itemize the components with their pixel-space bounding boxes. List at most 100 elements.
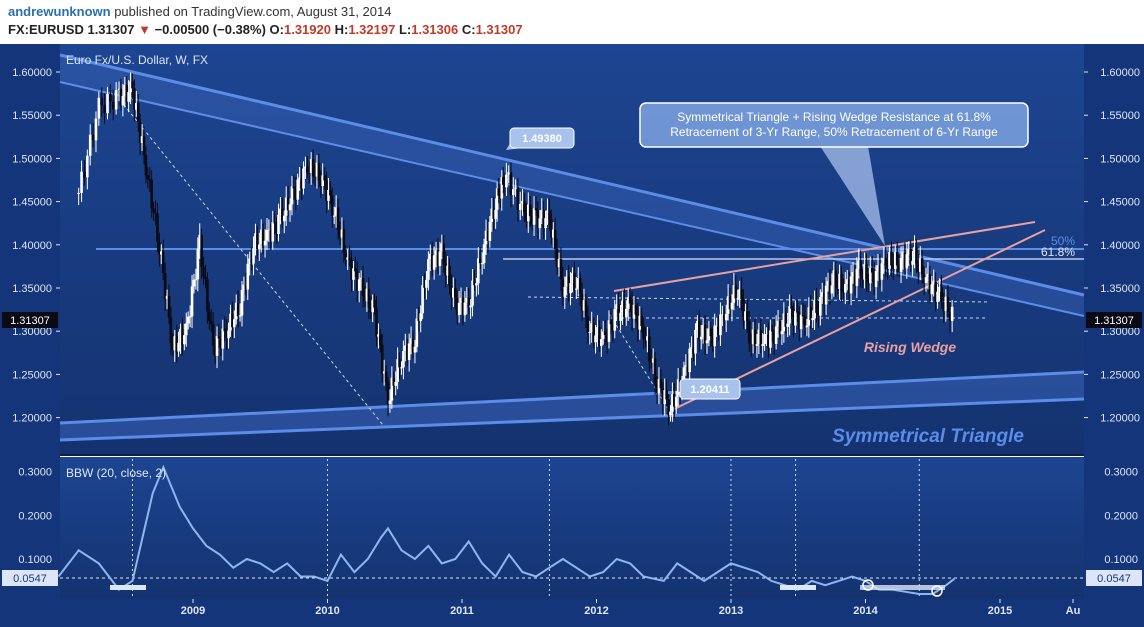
- candle-body: [438, 251, 442, 267]
- candle-body: [234, 302, 238, 320]
- price-tick-label-left: 1.30000: [12, 326, 52, 338]
- candle-body: [152, 208, 155, 213]
- triangle-lower-line[interactable]: [59, 370, 1085, 425]
- bbw-value-right: 0.0547: [1097, 573, 1131, 585]
- candle-body: [179, 328, 182, 343]
- candle-body: [144, 155, 148, 176]
- candle-body: [150, 179, 153, 209]
- candle-body: [838, 273, 841, 289]
- high-label: H:: [334, 22, 349, 37]
- candle-body: [338, 230, 342, 238]
- candle-body: [350, 260, 353, 280]
- candle-body: [269, 229, 273, 242]
- candle-body: [674, 396, 678, 407]
- candle-body: [359, 277, 363, 280]
- triangle-upper-line-2[interactable]: [59, 81, 1085, 317]
- candle-body: [284, 197, 288, 216]
- candle-body: [732, 285, 736, 303]
- candle-body: [402, 351, 405, 368]
- candle-body: [630, 303, 634, 319]
- down-arrow-icon: ▼: [138, 22, 151, 37]
- candle-body: [626, 297, 630, 309]
- candle-body: [870, 267, 874, 273]
- candle-body: [525, 212, 528, 222]
- candle-body: [769, 330, 772, 348]
- candle-body: [628, 297, 632, 304]
- candle-body: [544, 218, 547, 229]
- candle-body: [719, 314, 722, 336]
- candle-body: [565, 276, 569, 287]
- price-tick-label-right: 1.20000: [1100, 413, 1140, 425]
- candle-body: [649, 361, 653, 363]
- candle-body: [463, 302, 467, 316]
- author-link[interactable]: andrewunknown: [8, 4, 111, 19]
- candle-body: [859, 260, 862, 276]
- candle-body: [292, 186, 296, 189]
- triangle-lower-line-2[interactable]: [59, 397, 1085, 442]
- candle-body: [206, 279, 209, 312]
- time-tick-label: 2013: [719, 605, 743, 617]
- candle-body: [828, 281, 832, 294]
- candle-body: [192, 279, 196, 287]
- candle-body: [648, 336, 651, 362]
- price-tick-label-left: 1.60000: [12, 67, 52, 79]
- candle-body: [497, 188, 500, 196]
- bbw-tick-label-left: 0.1000: [18, 554, 52, 566]
- candle-body: [473, 280, 476, 286]
- candle-body: [872, 272, 876, 288]
- candle-body: [282, 215, 286, 222]
- triangle-upper-band: [60, 55, 1084, 316]
- candle-body: [753, 329, 757, 346]
- candle-body: [231, 313, 234, 328]
- candle-body: [586, 316, 590, 333]
- candle-body: [419, 313, 422, 321]
- candle-body: [817, 312, 820, 316]
- candle-body: [761, 343, 765, 346]
- wedge-dashed-line-1: [527, 296, 991, 303]
- candle-body: [355, 271, 359, 291]
- candle-body: [845, 279, 849, 285]
- candle-body: [398, 359, 401, 368]
- candle-body: [707, 328, 711, 341]
- candle-body: [505, 174, 508, 188]
- bbw-value-left: 0.0547: [13, 573, 47, 585]
- candle-body: [405, 345, 409, 360]
- candle-body: [388, 400, 392, 405]
- candle-body: [502, 177, 505, 185]
- candle-body: [233, 319, 236, 328]
- candle-body: [492, 208, 496, 219]
- candle-body: [907, 248, 911, 255]
- candle-body: [382, 371, 386, 374]
- candle-body: [480, 263, 484, 265]
- candle-body: [248, 258, 251, 264]
- candle-body: [261, 229, 265, 246]
- candle-body: [434, 250, 438, 256]
- candle-body: [611, 324, 615, 331]
- candle-body: [165, 295, 169, 299]
- candle-body: [290, 186, 294, 205]
- candle-body: [140, 136, 144, 144]
- candle-body: [709, 328, 713, 337]
- candle-body: [526, 204, 530, 222]
- candle-body: [600, 339, 603, 347]
- bbw-tick-label-left: 0.2000: [18, 510, 52, 522]
- candle-body: [123, 85, 127, 96]
- candle-body: [490, 208, 494, 222]
- callout-annotation[interactable]: Symmetrical Triangle + Rising Wedge Resi…: [639, 102, 1029, 246]
- candle-body: [279, 208, 282, 215]
- candle-body: [644, 338, 647, 341]
- wedge-upper-line[interactable]: [613, 221, 1036, 292]
- candle-body: [694, 329, 697, 354]
- candle-body: [211, 323, 215, 346]
- candle-body: [557, 259, 561, 268]
- candle-body: [567, 276, 570, 294]
- candle-body: [578, 278, 582, 294]
- candle-body: [208, 311, 211, 322]
- candle-body: [315, 162, 319, 177]
- candle-body: [377, 334, 380, 337]
- candle-body: [851, 272, 855, 277]
- low-annotation[interactable]: 1.20411: [677, 378, 741, 400]
- high-annotation[interactable]: 1.49380: [506, 127, 575, 150]
- candle-body: [294, 188, 298, 200]
